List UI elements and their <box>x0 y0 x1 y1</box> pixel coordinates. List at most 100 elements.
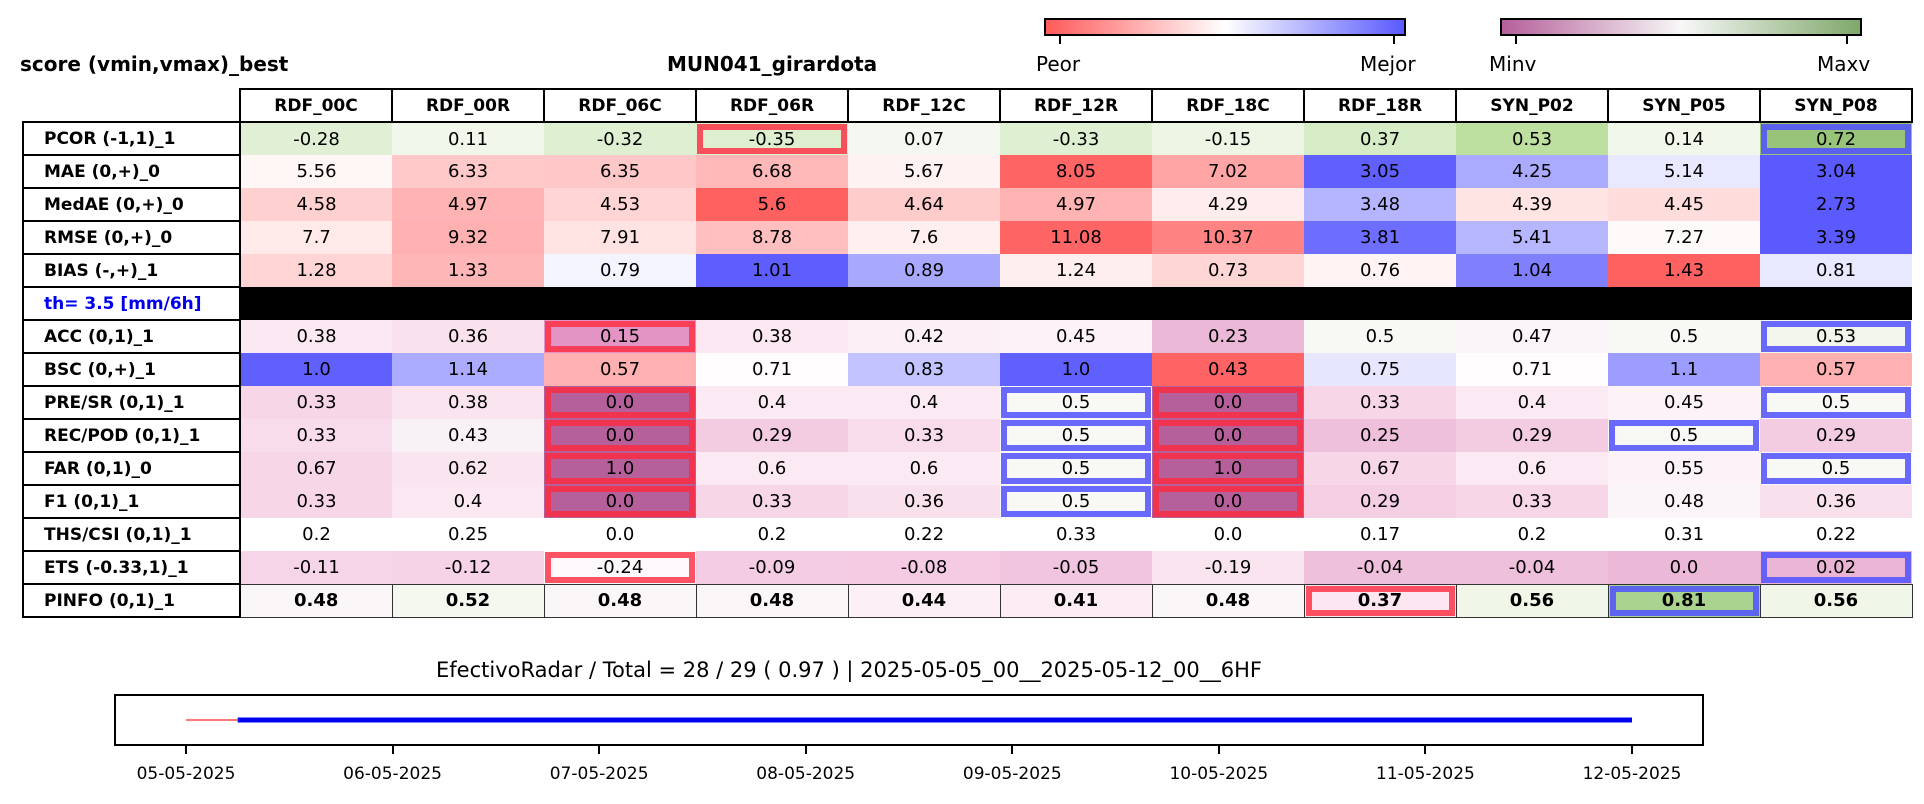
score-cell: 0.4 <box>696 386 848 419</box>
score-cell: 0.0 <box>544 419 696 452</box>
score-cell: 0.29 <box>1760 419 1912 452</box>
score-cell: 0.81 <box>1760 254 1912 287</box>
score-cell: 4.53 <box>544 188 696 221</box>
score-value: -0.11 <box>293 556 340 578</box>
score-value: 0.0 <box>1669 556 1699 578</box>
score-value: 0.67 <box>1359 458 1401 479</box>
station-title: MUN041_girardota <box>667 52 878 76</box>
score-value: 10.37 <box>1202 227 1254 248</box>
score-cell: 0.48 <box>543 583 697 618</box>
score-value: 0.81 <box>1661 590 1707 611</box>
score-cell: 0.81 <box>1607 583 1761 618</box>
score-cell: 7.7 <box>240 221 392 254</box>
score-value: 0.33 <box>296 392 337 413</box>
score-cell: 0.5 <box>1760 452 1912 485</box>
score-value: -0.04 <box>1356 556 1404 578</box>
x-tick-label: 12-05-2025 <box>1582 764 1682 784</box>
score-value: 0.33 <box>296 491 337 512</box>
score-value: 0.57 <box>1815 359 1857 380</box>
score-cell: 0.57 <box>544 353 696 386</box>
score-value: -0.24 <box>596 556 644 578</box>
score-cell: 1.0 <box>544 452 696 485</box>
score-value: 0.5 <box>1669 326 1699 347</box>
x-tick-label: 09-05-2025 <box>962 764 1062 784</box>
score-value: 6.33 <box>447 161 489 182</box>
score-value: 0.5 <box>1061 392 1091 413</box>
column-header: RDF_00R <box>391 88 545 123</box>
score-value: 0.89 <box>903 260 945 281</box>
score-value: 0.07 <box>903 128 945 150</box>
score-cell: 11.08 <box>1000 221 1152 254</box>
score-cell: 0.2 <box>240 518 392 551</box>
score-value: 0.38 <box>296 326 337 347</box>
score-value: 1.01 <box>751 260 793 281</box>
score-value: 7.7 <box>302 227 331 248</box>
column-header: SYN_P08 <box>1759 88 1913 123</box>
score-value: 0.52 <box>445 590 491 611</box>
score-value: 4.64 <box>903 194 945 215</box>
score-value: 0.36 <box>1815 491 1857 512</box>
score-cell: 0.67 <box>240 452 392 485</box>
row-label: PINFO (0,1)_1 <box>22 583 241 618</box>
score-value: 0.71 <box>1511 359 1553 380</box>
score-value: 4.39 <box>1511 194 1553 215</box>
score-cell: 0.33 <box>848 419 1000 452</box>
score-value: 0.31 <box>1663 524 1705 545</box>
score-value: 7.02 <box>1207 161 1249 182</box>
score-value: -0.35 <box>748 128 796 150</box>
score-cell: 0.11 <box>392 122 544 155</box>
score-value: 3.04 <box>1815 161 1857 182</box>
score-cell: 0.5 <box>1000 452 1152 485</box>
score-value: 0.53 <box>1815 326 1857 347</box>
score-value: 1.1 <box>1669 359 1699 380</box>
score-cell: 0.4 <box>848 386 1000 419</box>
threshold-label: th= 3.5 [mm/6h] <box>22 286 241 321</box>
score-cell: 1.01 <box>696 254 848 287</box>
colorbar-tick <box>1059 36 1061 44</box>
colorbar-tick <box>1393 36 1395 44</box>
score-value: 7.91 <box>599 227 641 248</box>
score-value: 0.29 <box>1511 425 1553 446</box>
score-value: 0.5 <box>1061 491 1091 512</box>
score-cell: 0.6 <box>848 452 1000 485</box>
x-tick-label: 07-05-2025 <box>549 764 649 784</box>
column-header: RDF_18R <box>1303 88 1457 123</box>
score-value: 0.6 <box>757 458 787 479</box>
score-cell: 2.73 <box>1760 188 1912 221</box>
score-value: 0.79 <box>599 260 641 281</box>
score-value: 0.2 <box>302 524 331 545</box>
column-header: RDF_06R <box>695 88 849 123</box>
score-value: 0.22 <box>903 524 945 545</box>
score-value: 0.62 <box>447 458 489 479</box>
score-value: 5.6 <box>757 194 787 215</box>
score-cell: -0.08 <box>848 551 1000 584</box>
score-cell: 1.14 <box>392 353 544 386</box>
score-value: 0.36 <box>903 491 945 512</box>
score-value: 5.41 <box>1511 227 1553 248</box>
score-value: -0.04 <box>1508 556 1556 578</box>
score-cell: 0.33 <box>1304 386 1456 419</box>
score-cell: 0.0 <box>1152 518 1304 551</box>
score-cell: -0.32 <box>544 122 696 155</box>
score-value: 0.42 <box>903 326 945 347</box>
score-cell: 5.67 <box>848 155 1000 188</box>
x-tick <box>1424 746 1427 754</box>
score-value: 0.2 <box>1517 524 1547 545</box>
colorbar-right-label: Mejor <box>1360 52 1416 76</box>
score-cell: 6.68 <box>696 155 848 188</box>
score-cell: 0.23 <box>1152 320 1304 353</box>
availability-timeline <box>114 694 1704 746</box>
score-cell: 0.0 <box>1152 419 1304 452</box>
score-cell: 0.36 <box>1760 485 1912 518</box>
score-value: 0.0 <box>605 524 635 545</box>
score-cell: 0.83 <box>848 353 1000 386</box>
table-row: F1 (0,1)_1 0.33 0.4 0.0 0.33 0.36 0.5 0.0 0.29 0.… <box>22 484 1912 519</box>
score-value: 0.0 <box>1213 524 1243 545</box>
score-value: 0.45 <box>1055 326 1097 347</box>
score-value: 0.48 <box>597 590 643 611</box>
score-value: 4.29 <box>1207 194 1249 215</box>
score-cell: 8.05 <box>1000 155 1152 188</box>
x-tick <box>598 746 601 754</box>
table-row: MedAE (0,+)_0 4.58 4.97 4.53 5.6 4.64 4.97 4.29… <box>22 187 1912 222</box>
score-value: 0.0 <box>605 425 635 446</box>
